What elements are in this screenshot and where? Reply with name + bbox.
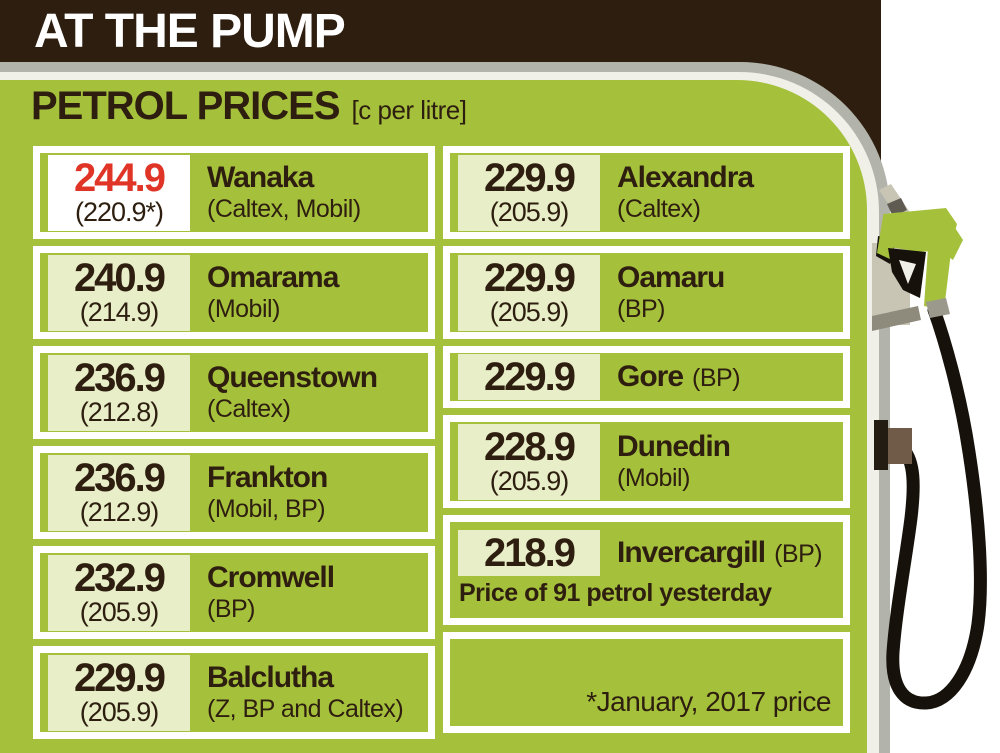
town-info: Queenstown (Caltex): [207, 361, 378, 423]
price-chip: 229.9 (205.9): [48, 654, 190, 731]
price-previous: (220.9*): [74, 197, 164, 228]
town-info: Omarama (Mobil): [207, 261, 339, 323]
price-row: 229.9 (205.9) Oamaru (BP): [443, 246, 850, 339]
town-info: Dunedin (Mobil): [617, 430, 731, 492]
price-chip: 232.9 (205.9): [48, 554, 190, 631]
price-row-line: 229.9 (205.9) Alexandra (Caltex): [458, 154, 837, 231]
price-current: 228.9: [483, 425, 576, 470]
price-row: 218.9 Invercargill (BP) Price of 91 petr…: [443, 515, 850, 625]
price-row-line: 229.9 (205.9) Oamaru (BP): [458, 254, 837, 331]
town-brands: (BP): [617, 294, 666, 323]
price-chip: 229.9 (205.9): [458, 154, 600, 231]
price-chip: 218.9: [458, 530, 600, 576]
price-caption: Price of 91 petrol yesterday: [459, 579, 772, 607]
price-current: 240.9: [73, 256, 166, 301]
price-current: 236.9: [73, 456, 166, 501]
town-name: Omarama: [207, 261, 339, 295]
town-brands: (BP): [774, 539, 823, 568]
price-row: 244.9 (220.9*) Wanaka (Caltex, Mobil): [33, 146, 435, 239]
price-chip: 240.9 (214.9): [48, 254, 190, 331]
price-row-line: 232.9 (205.9) Cromwell (BP): [48, 554, 422, 631]
town-name: Cromwell: [207, 561, 335, 595]
town-info: Invercargill (BP): [617, 535, 823, 569]
price-row: 240.9 (214.9) Omarama (Mobil): [33, 246, 435, 339]
town-info: Oamaru (BP): [617, 261, 725, 323]
town-brands: (BP): [692, 363, 741, 392]
price-chip: 229.9: [458, 354, 600, 400]
town-info: Cromwell (BP): [207, 561, 335, 623]
town-brands: (Caltex): [617, 194, 701, 223]
town-name: Oamaru: [617, 261, 725, 295]
price-row: 229.9 Gore (BP): [443, 346, 850, 408]
price-row: 232.9 (205.9) Cromwell (BP): [33, 546, 435, 639]
price-row: 236.9 (212.9) Frankton (Mobil, BP): [33, 446, 435, 539]
town-brands: (Mobil, BP): [207, 494, 326, 523]
price-chip: 236.9 (212.8): [48, 354, 190, 431]
footnote-text: *January, 2017 price: [586, 686, 831, 717]
town-name: Frankton: [207, 461, 328, 495]
price-row: 229.9 (205.9) Alexandra (Caltex): [443, 146, 850, 239]
town-brands: (Mobil): [207, 294, 280, 323]
price-chip: 229.9 (205.9): [458, 254, 600, 331]
panel-heading: PETROL PRICES [c per litre]: [31, 84, 467, 129]
price-current: 229.9: [73, 656, 166, 701]
town-name: Wanaka: [207, 161, 314, 195]
town-brands: (Caltex): [207, 394, 291, 423]
town-info: Wanaka (Caltex, Mobil): [207, 161, 361, 223]
price-chip: 244.9 (220.9*): [48, 154, 190, 231]
price-current: 229.9: [483, 355, 576, 399]
footnote-box: *January, 2017 price: [443, 632, 850, 733]
town-brands: (BP): [207, 594, 256, 623]
price-current: 229.9: [483, 256, 576, 301]
price-row-line: 236.9 (212.8) Queenstown (Caltex): [48, 354, 422, 431]
price-row: 228.9 (205.9) Dunedin (Mobil): [443, 415, 850, 508]
price-previous: (205.9): [489, 297, 570, 328]
price-current: 229.9: [483, 156, 576, 201]
price-previous: (214.9): [79, 297, 160, 328]
town-name: Invercargill: [617, 535, 766, 569]
price-previous: (205.9): [79, 597, 160, 628]
price-row-line: 228.9 (205.9) Dunedin (Mobil): [458, 423, 837, 500]
price-row: 236.9 (212.8) Queenstown (Caltex): [33, 346, 435, 439]
price-current: 244.9: [73, 156, 166, 201]
price-current: 232.9: [73, 556, 166, 601]
town-name: Balclutha: [207, 661, 334, 695]
price-row: 229.9 (205.9) Balclutha (Z, BP and Calte…: [33, 646, 435, 739]
town-name: Gore: [617, 359, 684, 393]
town-info: Gore (BP): [617, 359, 741, 393]
town-name: Alexandra: [617, 161, 754, 195]
price-row-line: 229.9 Gore (BP): [458, 354, 837, 400]
price-current: 236.9: [73, 356, 166, 401]
price-row-line: 240.9 (214.9) Omarama (Mobil): [48, 254, 422, 331]
pump-hose-icon: [881, 303, 987, 710]
price-previous: (205.9): [79, 697, 160, 728]
price-chip: 236.9 (212.9): [48, 454, 190, 531]
town-brands: (Mobil): [617, 463, 690, 492]
town-info: Alexandra (Caltex): [617, 161, 754, 223]
price-row-line: 236.9 (212.9) Frankton (Mobil, BP): [48, 454, 422, 531]
panel-title: PETROL PRICES: [31, 84, 341, 128]
town-name: Dunedin: [617, 430, 731, 464]
town-info: Balclutha (Z, BP and Caltex): [207, 661, 404, 723]
price-previous: (205.9): [489, 466, 570, 497]
price-row-line: 218.9 Invercargill (BP): [458, 530, 837, 576]
price-chip: 228.9 (205.9): [458, 423, 600, 500]
town-info: Frankton (Mobil, BP): [207, 461, 328, 523]
price-current: 218.9: [483, 531, 576, 575]
price-column-right: 229.9 (205.9) Alexandra (Caltex) 229.9 (…: [443, 146, 850, 625]
price-previous: (205.9): [489, 197, 570, 228]
price-previous: (212.9): [79, 497, 160, 528]
page-title: AT THE PUMP: [34, 5, 346, 58]
town-brands: (Z, BP and Caltex): [207, 694, 404, 723]
price-column-left: 244.9 (220.9*) Wanaka (Caltex, Mobil) 24…: [33, 146, 435, 739]
panel-unit: [c per litre]: [351, 95, 467, 125]
town-name: Queenstown: [207, 361, 378, 395]
price-row-line: 229.9 (205.9) Balclutha (Z, BP and Calte…: [48, 654, 422, 731]
price-previous: (212.8): [79, 397, 160, 428]
price-row-line: 244.9 (220.9*) Wanaka (Caltex, Mobil): [48, 154, 422, 231]
town-brands: (Caltex, Mobil): [207, 194, 361, 223]
